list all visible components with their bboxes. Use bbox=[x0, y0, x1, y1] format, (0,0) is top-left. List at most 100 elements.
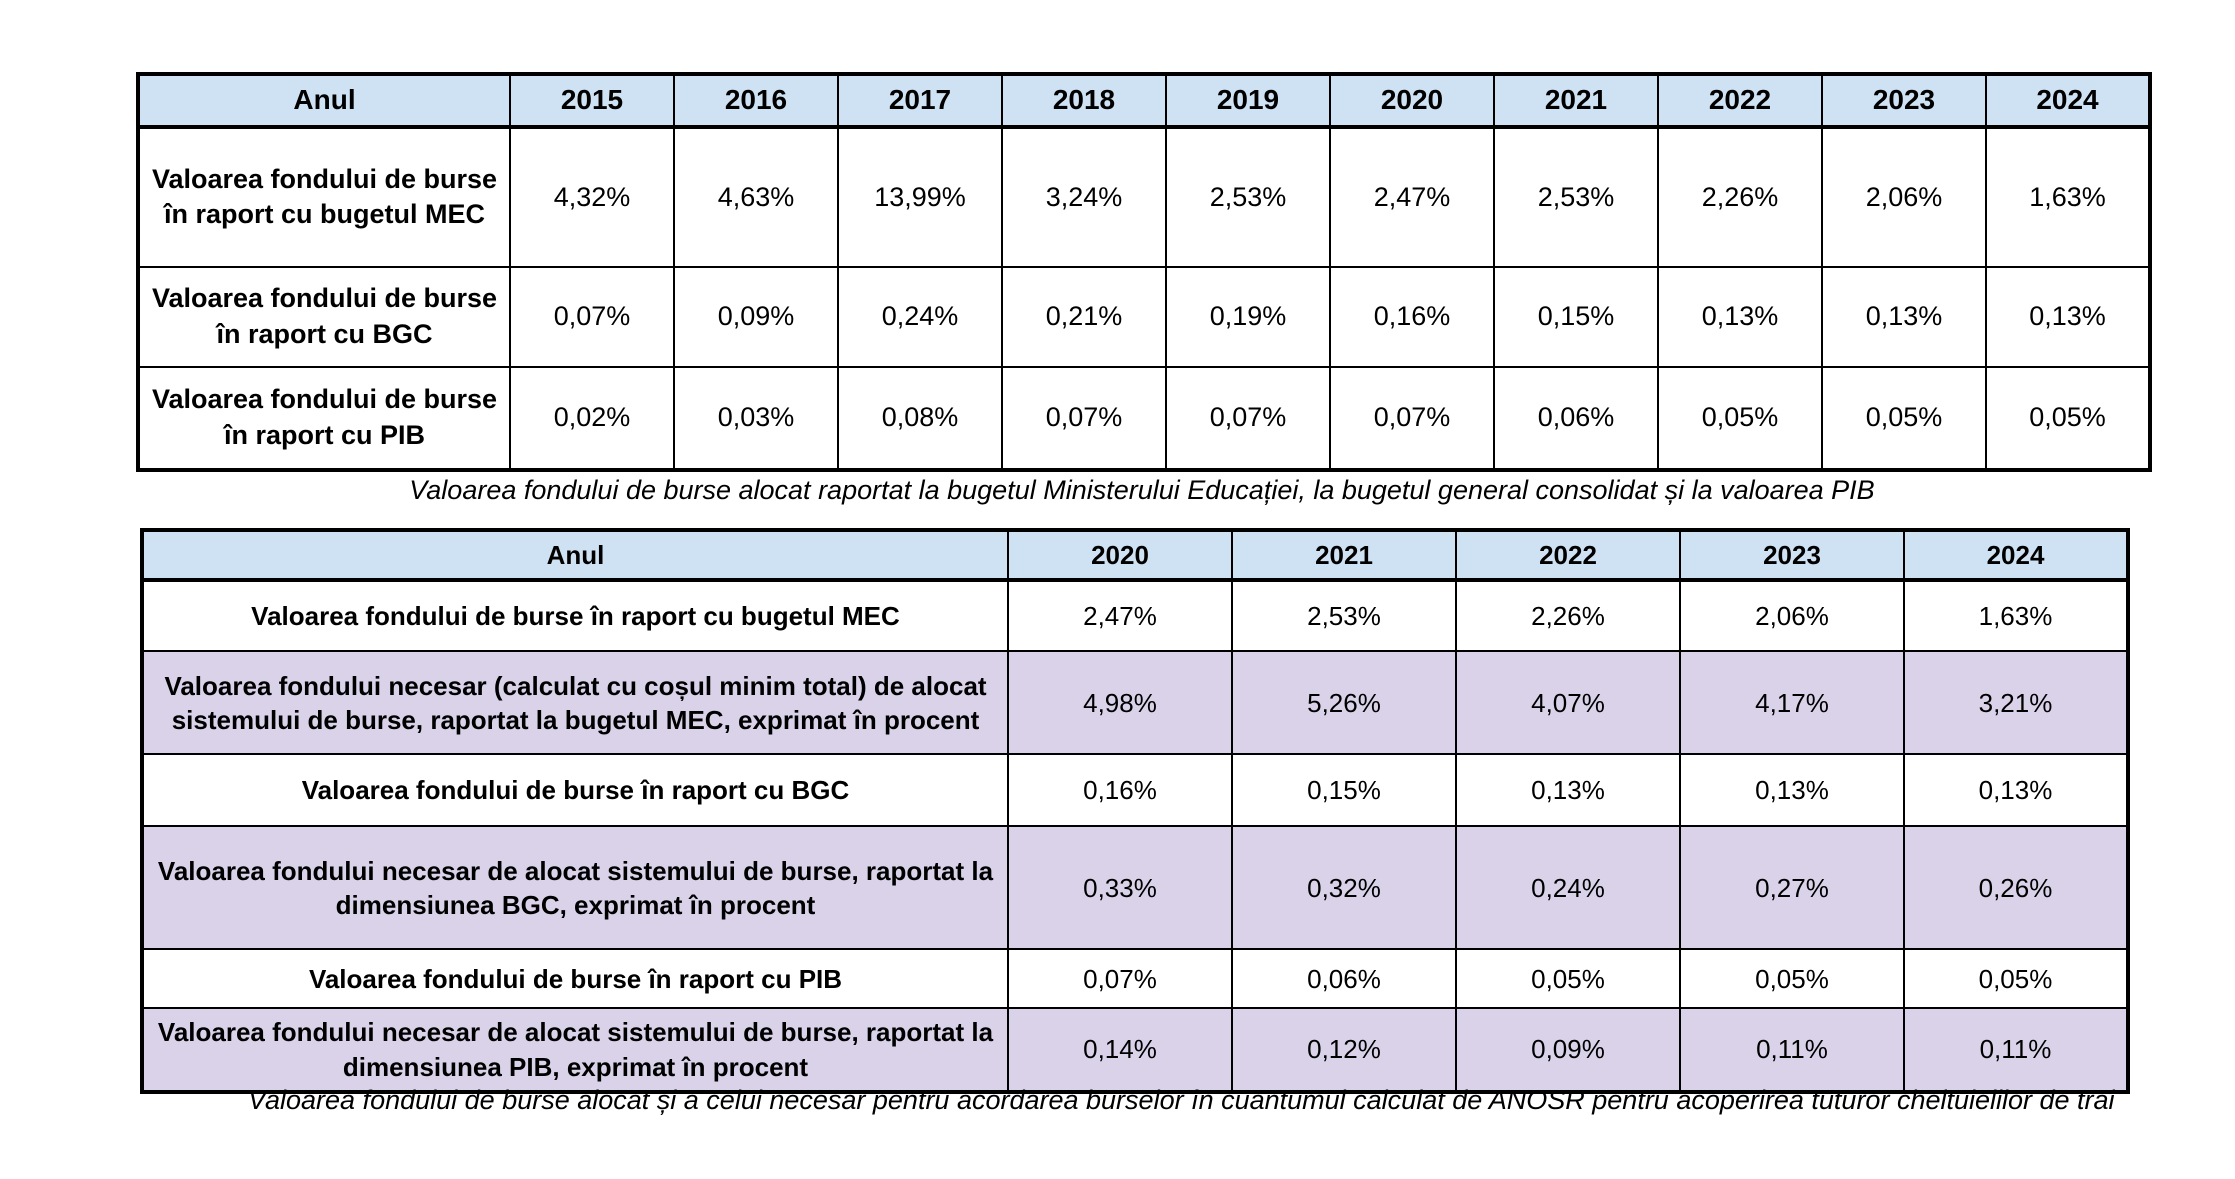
value-cell: 2,53% bbox=[1165, 125, 1331, 268]
value-cell: 0,32% bbox=[1231, 825, 1457, 951]
value-cell: 0,05% bbox=[1821, 365, 1987, 471]
value-cell: 0,03% bbox=[673, 365, 839, 471]
value-cell: 0,07% bbox=[1007, 948, 1233, 1010]
year-header-cell: 2022 bbox=[1657, 73, 1823, 128]
value-cell: 0,06% bbox=[1493, 365, 1659, 471]
value-cell: 0,13% bbox=[1821, 265, 1987, 368]
value-cell: 0,14% bbox=[1007, 1007, 1233, 1093]
value-cell: 0,08% bbox=[837, 365, 1003, 471]
table-row: Valoarea fondului de burse în raport cu … bbox=[137, 265, 2151, 368]
value-cell: 0,07% bbox=[1329, 365, 1495, 471]
value-cell: 13,99% bbox=[837, 125, 1003, 268]
value-cell: 0,09% bbox=[673, 265, 839, 368]
value-cell: 2,06% bbox=[1821, 125, 1987, 268]
table-row: Valoarea fondului necesar de alocat sist… bbox=[141, 1007, 2129, 1093]
value-cell: 2,47% bbox=[1007, 579, 1233, 653]
corner-header-cell: Anul bbox=[137, 73, 511, 128]
value-cell: 0,24% bbox=[837, 265, 1003, 368]
value-cell: 1,63% bbox=[1903, 579, 2129, 653]
table-fund-by-year-2015-2024: Anul 2015 2016 2017 2018 2019 2020 2021 2022 2023… bbox=[136, 72, 2152, 472]
value-cell: 0,13% bbox=[1455, 753, 1681, 828]
table-row: Valoarea fondului de burse în raport cu … bbox=[141, 579, 2129, 653]
year-header-cell: 2024 bbox=[1903, 528, 2129, 582]
value-cell: 0,05% bbox=[1679, 948, 1905, 1010]
row-label-cell: Valoarea fondului de burse în raport cu … bbox=[141, 948, 1009, 1010]
value-cell: 0,27% bbox=[1679, 825, 1905, 951]
value-cell: 0,05% bbox=[1455, 948, 1681, 1010]
value-cell: 0,16% bbox=[1329, 265, 1495, 368]
row-label-cell: Valoarea fondului necesar de alocat sist… bbox=[141, 1007, 1009, 1093]
table-row: Valoarea fondului de burse în raport cu … bbox=[141, 753, 2129, 828]
year-header-cell: 2021 bbox=[1231, 528, 1457, 582]
year-header-cell: 2023 bbox=[1821, 73, 1987, 128]
header-row: Anul 2020 2021 2022 2023 2024 bbox=[141, 528, 2129, 582]
value-cell: 0,11% bbox=[1903, 1007, 2129, 1093]
value-cell: 0,11% bbox=[1679, 1007, 1905, 1093]
value-cell: 0,07% bbox=[1001, 365, 1167, 471]
value-cell: 4,17% bbox=[1679, 650, 1905, 756]
year-header-cell: 2022 bbox=[1455, 528, 1681, 582]
value-cell: 2,53% bbox=[1231, 579, 1457, 653]
value-cell: 0,02% bbox=[509, 365, 675, 471]
value-cell: 5,26% bbox=[1231, 650, 1457, 756]
value-cell: 2,26% bbox=[1657, 125, 1823, 268]
value-cell: 0,24% bbox=[1455, 825, 1681, 951]
value-cell: 2,26% bbox=[1455, 579, 1681, 653]
value-cell: 4,98% bbox=[1007, 650, 1233, 756]
year-header-cell: 2016 bbox=[673, 73, 839, 128]
value-cell: 2,06% bbox=[1679, 579, 1905, 653]
value-cell: 1,63% bbox=[1985, 125, 2151, 268]
value-cell: 0,05% bbox=[1657, 365, 1823, 471]
year-header-cell: 2017 bbox=[837, 73, 1003, 128]
value-cell: 0,15% bbox=[1231, 753, 1457, 828]
value-cell: 0,15% bbox=[1493, 265, 1659, 368]
table-row: Valoarea fondului de burse în raport cu … bbox=[137, 365, 2151, 471]
value-cell: 0,07% bbox=[509, 265, 675, 368]
value-cell: 0,26% bbox=[1903, 825, 2129, 951]
row-label-cell: Valoarea fondului de burse în raport cu … bbox=[137, 365, 511, 471]
table-allocated-vs-needed-fund-2020-2024: Anul 2020 2021 2022 2023 2024 Valoarea fondulu… bbox=[140, 528, 2130, 1094]
value-cell: 4,63% bbox=[673, 125, 839, 268]
table-row: Valoarea fondului necesar (calculat cu c… bbox=[141, 650, 2129, 756]
year-header-cell: 2020 bbox=[1007, 528, 1233, 582]
table-row: Valoarea fondului necesar de alocat sist… bbox=[141, 825, 2129, 951]
value-cell: 0,05% bbox=[1985, 365, 2151, 471]
row-label-cell: Valoarea fondului de burse în raport cu … bbox=[141, 753, 1009, 828]
year-header-cell: 2023 bbox=[1679, 528, 1905, 582]
value-cell: 0,07% bbox=[1165, 365, 1331, 471]
value-cell: 0,06% bbox=[1231, 948, 1457, 1010]
value-cell: 0,33% bbox=[1007, 825, 1233, 951]
value-cell: 3,21% bbox=[1903, 650, 2129, 756]
value-cell: 0,13% bbox=[1679, 753, 1905, 828]
year-header-cell: 2015 bbox=[509, 73, 675, 128]
value-cell: 0,09% bbox=[1455, 1007, 1681, 1093]
year-header-cell: 2020 bbox=[1329, 73, 1495, 128]
value-cell: 0,16% bbox=[1007, 753, 1233, 828]
year-header-cell: 2018 bbox=[1001, 73, 1167, 128]
value-cell: 0,19% bbox=[1165, 265, 1331, 368]
year-header-cell: 2021 bbox=[1493, 73, 1659, 128]
table-row: Valoarea fondului de burse în raport cu … bbox=[137, 125, 2151, 268]
year-header-cell: 2024 bbox=[1985, 73, 2151, 128]
value-cell: 4,32% bbox=[509, 125, 675, 268]
corner-header-cell: Anul bbox=[141, 528, 1009, 582]
year-header-cell: 2019 bbox=[1165, 73, 1331, 128]
header-row: Anul 2015 2016 2017 2018 2019 2020 2021 2022 2023… bbox=[137, 73, 2151, 128]
row-label-cell: Valoarea fondului de burse în raport cu … bbox=[137, 265, 511, 368]
value-cell: 0,13% bbox=[1985, 265, 2151, 368]
value-cell: 0,12% bbox=[1231, 1007, 1457, 1093]
row-label-cell: Valoarea fondului de burse în raport cu … bbox=[141, 579, 1009, 653]
table-row: Valoarea fondului de burse în raport cu … bbox=[141, 948, 2129, 1010]
row-label-cell: Valoarea fondului necesar (calculat cu c… bbox=[141, 650, 1009, 756]
table1-caption: Valoarea fondului de burse alocat raport… bbox=[409, 475, 1875, 505]
value-cell: 2,53% bbox=[1493, 125, 1659, 268]
row-label-cell: Valoarea fondului necesar de alocat sist… bbox=[141, 825, 1009, 951]
value-cell: 2,47% bbox=[1329, 125, 1495, 268]
value-cell: 0,13% bbox=[1657, 265, 1823, 368]
value-cell: 3,24% bbox=[1001, 125, 1167, 268]
table2-caption: Valoarea fondului de burse alocat și a c… bbox=[248, 1085, 2115, 1115]
value-cell: 0,13% bbox=[1903, 753, 2129, 828]
row-label-cell: Valoarea fondului de burse în raport cu … bbox=[137, 125, 511, 268]
value-cell: 4,07% bbox=[1455, 650, 1681, 756]
